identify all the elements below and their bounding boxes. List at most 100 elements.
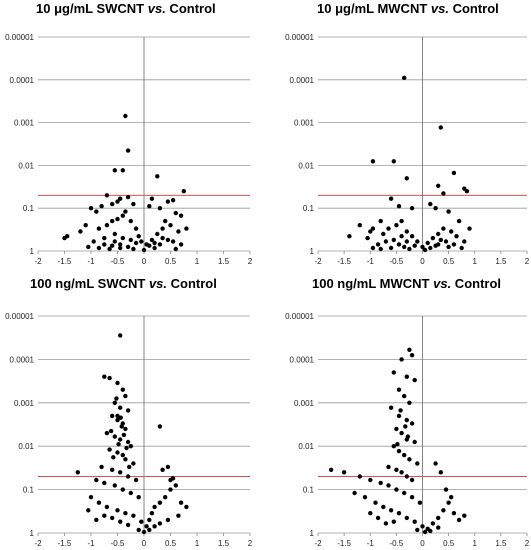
data-point [449, 495, 454, 500]
data-point [144, 524, 149, 529]
data-point [404, 515, 409, 521]
data-point [407, 347, 412, 352]
data-point [402, 244, 407, 250]
data-point [365, 235, 370, 241]
x-tick-label: -1.5 [337, 257, 351, 266]
data-point [133, 240, 139, 246]
data-point [412, 519, 417, 524]
data-point [422, 529, 428, 535]
data-point [394, 467, 399, 472]
data-point [136, 527, 141, 533]
data-point [128, 444, 133, 449]
data-point [102, 235, 107, 241]
data-point [383, 239, 389, 244]
data-point [370, 245, 376, 251]
data-point [391, 237, 396, 243]
data-point [357, 474, 362, 479]
data-point [99, 464, 104, 470]
data-point [96, 226, 102, 231]
data-point [402, 393, 407, 399]
y-tick-label: 0.00001 [5, 33, 34, 42]
data-point [102, 480, 107, 486]
y-tick-label: 1 [310, 529, 315, 538]
data-point [395, 442, 400, 447]
data-point [352, 490, 357, 496]
data-point [451, 511, 457, 516]
data-point [96, 500, 102, 505]
data-point [388, 405, 394, 410]
data-point [123, 209, 128, 214]
panel-title: 100 ng/mL MWCNT vs. Control [312, 276, 501, 291]
data-point [394, 487, 399, 492]
x-tick-label: 1.5 [218, 539, 230, 548]
data-point [149, 196, 155, 201]
data-point [391, 370, 396, 375]
data-point [112, 434, 118, 439]
data-point [139, 239, 144, 244]
data-point [110, 218, 115, 224]
data-point [409, 477, 415, 483]
data-point [94, 517, 99, 523]
data-point [118, 437, 123, 442]
data-point [96, 245, 102, 251]
data-point [120, 452, 126, 458]
data-point [422, 247, 428, 253]
y-tick-label: 0.1 [23, 486, 35, 495]
data-point [141, 247, 147, 253]
y-tick-label: 0.01 [298, 161, 314, 170]
data-point [123, 113, 128, 119]
x-tick-label: 1 [195, 539, 200, 548]
data-point [110, 413, 115, 419]
panel-title: 10 μg/mL MWCNT vs. Control [317, 1, 499, 16]
y-tick-label: 0.00001 [285, 33, 314, 42]
data-point [399, 430, 404, 436]
data-point [115, 199, 120, 204]
data-point [402, 490, 407, 496]
data-point [391, 444, 396, 449]
x-tick-label: -0.5 [389, 257, 403, 266]
y-tick-label: 0.01 [18, 442, 34, 451]
data-point [386, 226, 391, 231]
y-tick-label: 0.0001 [10, 355, 35, 364]
data-point [107, 447, 112, 452]
data-point [386, 483, 391, 488]
data-point [449, 229, 454, 234]
data-point [125, 244, 131, 250]
data-point [441, 226, 446, 231]
data-point [147, 204, 152, 209]
data-point [409, 353, 415, 358]
data-point [398, 408, 403, 413]
data-point [75, 470, 81, 475]
data-point [456, 218, 462, 224]
data-point [94, 477, 99, 483]
x-tick-label: 0.5 [443, 539, 455, 548]
data-point [417, 500, 423, 505]
data-point [99, 204, 104, 209]
data-point [160, 235, 165, 241]
data-point [430, 235, 436, 241]
x-tick-label: 2 [248, 257, 253, 266]
data-point [163, 495, 168, 500]
volcano-panel-mwcnt-100ng: 100 ng/mL MWCNT vs. Control 0.00001 0.000… [285, 276, 530, 548]
data-point [375, 242, 381, 247]
data-point [157, 206, 163, 211]
data-point [409, 495, 415, 500]
data-point [394, 426, 399, 432]
x-tick-label: -2 [34, 257, 42, 266]
data-point [118, 415, 123, 420]
data-point [112, 483, 118, 488]
data-point [404, 374, 409, 379]
data-point [157, 521, 163, 526]
data-point [104, 223, 110, 228]
data-point [412, 243, 417, 248]
data-point [184, 226, 189, 231]
y-tick-label: 1 [310, 247, 315, 256]
data-point [118, 242, 123, 247]
data-point [412, 377, 417, 383]
x-tick-label: -2 [34, 539, 42, 548]
data-point [118, 333, 123, 338]
data-point [462, 513, 467, 518]
data-point [165, 517, 171, 523]
data-point [173, 246, 178, 252]
x-tick-label: -2 [314, 257, 322, 266]
